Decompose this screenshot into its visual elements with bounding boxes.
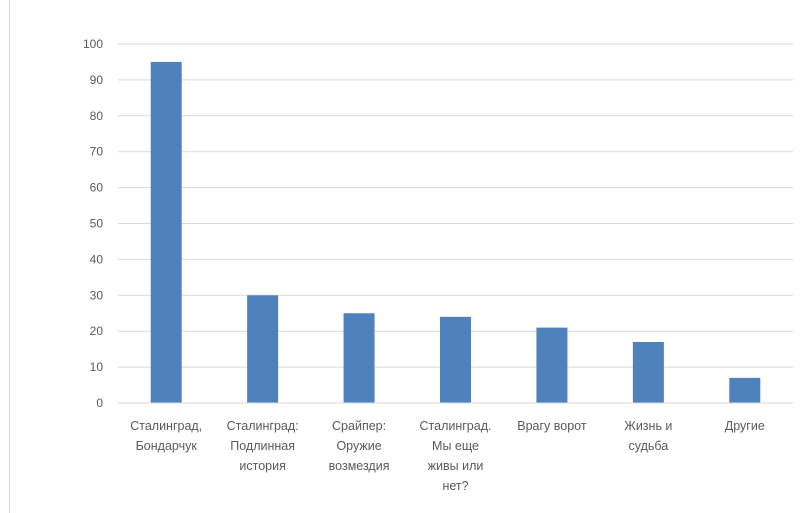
y-tick-label: 80 [90,109,104,123]
y-tick-label: 90 [90,73,104,87]
x-axis-category-labels: Сталинград, Бондарчук Сталинград: Подлинная… [130,419,765,493]
y-tick-label: 20 [90,324,104,338]
y-tick-label: 60 [90,181,104,195]
bar [536,327,568,403]
frame-left-border [9,0,10,513]
bar [440,316,471,403]
x-category-label: Сталинград, Бондарчук [130,419,202,453]
bar [343,313,375,403]
y-tick-label: 0 [96,396,103,410]
x-category-label: Сталинград. Мы еще живы или нет? [420,419,492,493]
bar [632,341,664,403]
x-category-label: Жизнь и судьба [624,419,672,453]
y-tick-label: 100 [83,37,103,51]
y-tick-label: 50 [90,217,104,231]
x-category-label: Срайпер: Оружие возмездия [329,419,390,473]
y-tick-label: 70 [90,145,104,159]
bars [150,61,761,403]
y-axis-tick-labels: 0 10 20 30 40 50 60 70 80 90 100 [83,37,103,410]
y-tick-label: 30 [90,288,104,302]
bar [150,61,182,403]
x-category-label: Сталинград: Подлинная история [227,419,299,473]
bar [247,295,279,403]
gridlines [118,43,793,368]
bar [729,377,761,403]
y-tick-label: 40 [90,252,104,266]
x-category-label: Врагу ворот [517,419,587,433]
x-category-label: Другие [725,419,765,433]
y-tick-label: 10 [90,360,104,374]
